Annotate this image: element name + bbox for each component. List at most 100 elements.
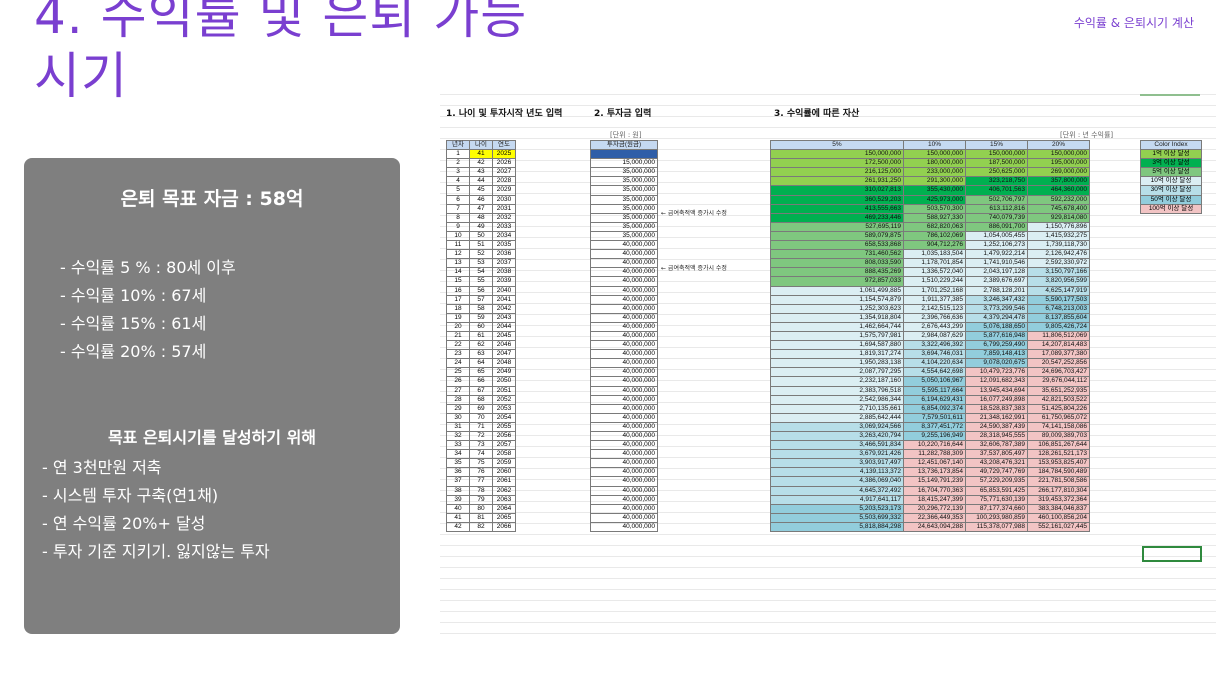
spreadsheet[interactable]: 1. 나이 및 투자시작 년도 입력 2. 투자금 입력 3. 수익률에 따른 … xyxy=(440,94,1216,634)
investment-cell[interactable]: 35,000,000 xyxy=(590,176,658,187)
asset-cell[interactable]: 502,706,797 xyxy=(965,194,1028,205)
table-cell[interactable]: 2056 xyxy=(492,430,516,442)
table-cell[interactable]: 23 xyxy=(446,349,470,360)
asset-cell[interactable]: 2,389,676,697 xyxy=(965,276,1028,287)
asset-cell[interactable]: 57,229,209,935 xyxy=(965,476,1028,487)
asset-cell[interactable]: 3,246,347,432 xyxy=(965,294,1028,305)
investment-cell[interactable]: 35,000,000 xyxy=(590,203,658,214)
asset-cell[interactable]: 22,366,449,353 xyxy=(903,512,966,523)
asset-cell[interactable]: 786,102,069 xyxy=(903,230,966,242)
table-cell[interactable]: 2042 xyxy=(492,303,516,314)
table-cell[interactable]: 43 xyxy=(469,167,493,178)
asset-cell[interactable]: 3,773,299,546 xyxy=(965,303,1028,314)
asset-cell[interactable]: 28,318,945,555 xyxy=(965,430,1028,442)
asset-cell[interactable]: 886,091,700 xyxy=(965,221,1028,232)
table-cell[interactable]: 80 xyxy=(469,503,493,514)
table-cell[interactable]: 40 xyxy=(446,503,470,514)
asset-cell[interactable]: 613,112,816 xyxy=(965,203,1028,214)
asset-cell[interactable]: 29,676,044,112 xyxy=(1027,376,1090,387)
table-cell[interactable]: 2044 xyxy=(492,321,516,332)
table-cell[interactable]: 18 xyxy=(446,303,470,314)
table-cell[interactable]: 21 xyxy=(446,330,470,342)
table-cell[interactable]: 2043 xyxy=(492,312,516,323)
asset-cell[interactable]: 3,263,420,794 xyxy=(770,430,904,442)
asset-cell[interactable]: 5,877,616,948 xyxy=(965,330,1028,342)
investment-cell[interactable]: 35,000,000 xyxy=(590,167,658,178)
investment-cell[interactable]: 40,000,000 xyxy=(590,512,658,523)
table-cell[interactable]: 51 xyxy=(469,240,493,251)
table-cell[interactable]: 59 xyxy=(469,312,493,323)
asset-cell[interactable]: 1,154,574,879 xyxy=(770,294,904,305)
asset-cell[interactable]: 1,252,106,273 xyxy=(965,240,1028,251)
asset-cell[interactable]: 16,077,249,898 xyxy=(965,394,1028,405)
table-cell[interactable]: 42 xyxy=(446,521,470,533)
asset-cell[interactable]: 1,462,664,744 xyxy=(770,321,904,332)
asset-cell[interactable]: 2,043,197,128 xyxy=(965,267,1028,278)
investment-cell[interactable]: 40,000,000 xyxy=(590,249,658,260)
table-cell[interactable]: 8 xyxy=(446,212,470,223)
table-cell[interactable]: 3 xyxy=(446,167,470,178)
investment-cell[interactable]: 40,000,000 xyxy=(590,267,658,278)
asset-cell[interactable]: 32,606,787,389 xyxy=(965,440,1028,451)
asset-cell[interactable]: 2,885,642,444 xyxy=(770,412,904,423)
table-cell[interactable]: 79 xyxy=(469,494,493,505)
asset-cell[interactable]: 8,137,855,604 xyxy=(1027,312,1090,323)
asset-cell[interactable]: 2,396,766,636 xyxy=(903,312,966,323)
table-cell[interactable]: 32 xyxy=(446,430,470,442)
asset-cell[interactable]: 413,555,663 xyxy=(770,203,904,214)
asset-cell[interactable]: 1,252,303,623 xyxy=(770,303,904,314)
asset-cell[interactable]: 3,679,921,426 xyxy=(770,449,904,460)
asset-cell[interactable]: 527,695,119 xyxy=(770,221,904,232)
asset-cell[interactable]: 106,851,267,644 xyxy=(1027,440,1090,451)
investment-cell[interactable]: 40,000,000 xyxy=(590,467,658,478)
table-cell[interactable]: 7 xyxy=(446,203,470,214)
asset-cell[interactable]: 552,161,027,445 xyxy=(1027,521,1090,533)
table-cell[interactable]: 57 xyxy=(469,294,493,305)
asset-cell[interactable]: 13,736,173,854 xyxy=(903,467,966,478)
asset-cell[interactable]: 1,035,183,504 xyxy=(903,249,966,260)
investment-cell[interactable]: 40,000,000 xyxy=(590,421,658,433)
table-cell[interactable]: 55 xyxy=(469,276,493,287)
investment-cell[interactable]: 15,000,000 xyxy=(590,158,658,169)
table-cell[interactable]: 63 xyxy=(469,349,493,360)
asset-cell[interactable]: 2,676,443,299 xyxy=(903,321,966,332)
asset-cell[interactable]: 4,917,641,117 xyxy=(770,494,904,505)
asset-cell[interactable]: 172,500,000 xyxy=(770,158,904,169)
table-cell[interactable]: 2047 xyxy=(492,349,516,360)
asset-cell[interactable]: 18,528,837,383 xyxy=(965,403,1028,414)
asset-cell[interactable]: 233,000,000 xyxy=(903,167,966,178)
investment-cell[interactable]: 40,000,000 xyxy=(590,458,658,469)
asset-cell[interactable]: 682,820,063 xyxy=(903,221,966,232)
table-cell[interactable]: 38 xyxy=(446,485,470,496)
asset-cell[interactable]: 2,383,796,518 xyxy=(770,385,904,396)
asset-cell[interactable]: 808,033,590 xyxy=(770,258,904,269)
table-cell[interactable]: 27 xyxy=(446,385,470,396)
investment-cell[interactable]: 40,000,000 xyxy=(590,340,658,351)
asset-cell[interactable]: 1,739,118,730 xyxy=(1027,240,1090,251)
table-cell[interactable]: 2048 xyxy=(492,358,516,369)
asset-cell[interactable]: 6,748,213,003 xyxy=(1027,303,1090,314)
asset-cell[interactable]: 1,819,317,274 xyxy=(770,349,904,360)
asset-cell[interactable]: 195,000,000 xyxy=(1027,158,1090,169)
asset-cell[interactable]: 187,500,000 xyxy=(965,158,1028,169)
asset-cell[interactable]: 8,377,451,772 xyxy=(903,421,966,433)
table-cell[interactable]: 2053 xyxy=(492,403,516,414)
table-cell[interactable]: 2054 xyxy=(492,412,516,423)
asset-cell[interactable]: 65,853,591,425 xyxy=(965,485,1028,496)
asset-cell[interactable]: 3,322,496,392 xyxy=(903,340,966,351)
table-cell[interactable]: 2031 xyxy=(492,203,516,214)
table-cell[interactable]: 2 xyxy=(446,158,470,169)
table-cell[interactable]: 72 xyxy=(469,430,493,442)
table-cell[interactable]: 77 xyxy=(469,476,493,487)
table-cell[interactable]: 2027 xyxy=(492,167,516,178)
asset-cell[interactable]: 87,177,374,660 xyxy=(965,503,1028,514)
investment-cell[interactable]: 40,000,000 xyxy=(590,449,658,460)
table-cell[interactable]: 2066 xyxy=(492,521,516,533)
asset-cell[interactable]: 4,104,220,634 xyxy=(903,358,966,369)
table-cell[interactable]: 52 xyxy=(469,249,493,260)
investment-cell[interactable]: 40,000,000 xyxy=(590,294,658,305)
asset-cell[interactable]: 17,089,377,380 xyxy=(1027,349,1090,360)
asset-cell[interactable]: 2,232,187,160 xyxy=(770,376,904,387)
investment-cell[interactable]: 40,000,000 xyxy=(590,394,658,405)
table-cell[interactable]: 2060 xyxy=(492,467,516,478)
